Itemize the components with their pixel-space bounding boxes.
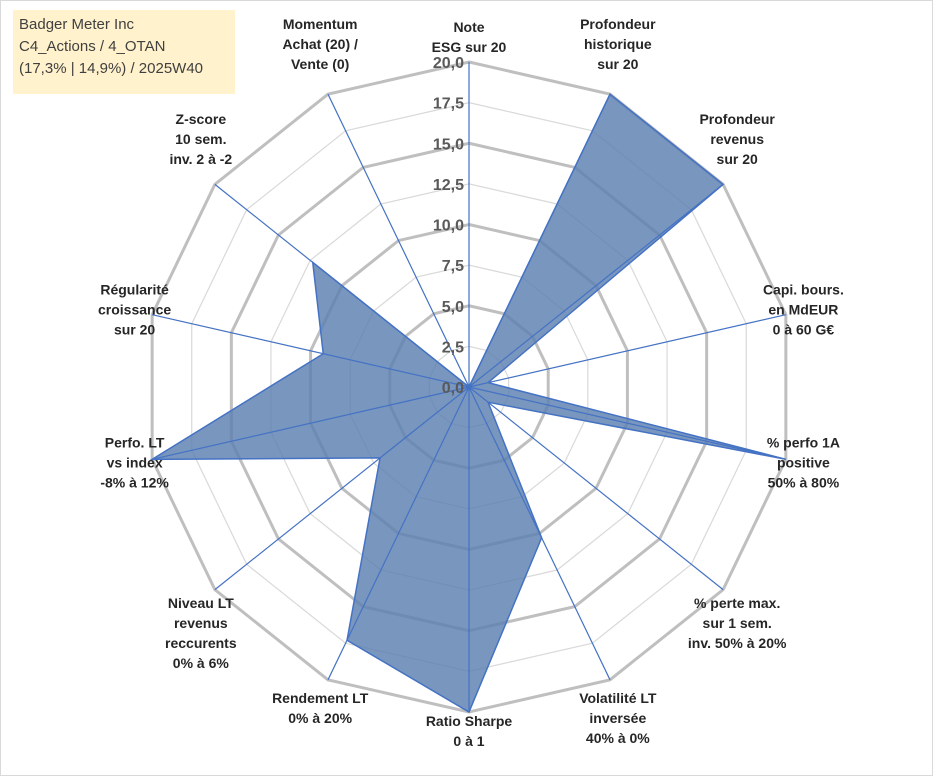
axis-spoke-13 <box>327 93 470 388</box>
axis-label-3-line-2: 0 à 60 G€ <box>773 322 835 338</box>
axis-label-5: % perte max. sur 1 sem. inv. 50% à 20% <box>688 595 787 651</box>
portfolio-category: C4_Actions / 4_OTAN <box>19 38 166 55</box>
axis-spoke-11 <box>152 314 470 388</box>
tick-label-0: 0,0 <box>442 380 464 397</box>
axis-label-10-line-1: vs index <box>107 454 163 470</box>
axis-label-6-line-1: inversée <box>589 710 646 726</box>
axis-label-5-line-2: inv. 50% à 20% <box>688 635 787 651</box>
tick-label-2: 5,0 <box>442 299 464 316</box>
axis-label-1-line-0: Profondeur <box>580 16 656 32</box>
tick-label-5: 12,5 <box>433 177 464 194</box>
axis-label-9-line-2: reccurents <box>165 635 237 651</box>
axis-spoke-1 <box>468 93 611 388</box>
axis-label-12-line-2: inv. 2 à -2 <box>169 151 232 167</box>
axis-label-11-line-1: croissance <box>98 302 171 318</box>
axis-label-10-line-2: -8% à 12% <box>100 474 169 490</box>
axis-label-8-line-0: Rendement LT <box>272 690 369 706</box>
company-name: Badger Meter Inc <box>19 16 135 33</box>
tick-label-7: 17,5 <box>433 96 464 113</box>
axis-spoke-5 <box>468 386 724 591</box>
axis-spoke-4 <box>468 386 786 460</box>
axis-spoke-6 <box>468 386 611 681</box>
axis-label-13-line-1: Achat (20) / <box>282 36 358 52</box>
axis-label-13-line-2: Vente (0) <box>291 56 349 72</box>
axis-label-13: Momentum Achat (20) / Vente (0) <box>282 16 358 72</box>
axis-label-6: Volatilité LT inversée 40% à 0% <box>579 690 657 746</box>
axis-spoke-12 <box>214 183 470 388</box>
axis-spoke-10 <box>152 386 470 460</box>
axis-label-7-line-1: 0 à 1 <box>453 733 484 749</box>
axis-label-5-line-1: sur 1 sem. <box>703 615 772 631</box>
performance-week: (17,3% | 14,9%) / 2025W40 <box>19 60 203 77</box>
axis-label-3-line-1: en MdEUR <box>768 302 838 318</box>
axis-label-1-line-1: historique <box>584 36 652 52</box>
axis-label-11: Régularité croissance sur 20 <box>98 282 171 338</box>
axis-label-13-line-0: Momentum <box>283 16 358 32</box>
tick-label-3: 7,5 <box>442 258 464 275</box>
axis-spoke-3 <box>468 314 786 388</box>
radar-axes <box>152 62 786 712</box>
axis-spoke-2 <box>468 183 724 388</box>
axis-spoke-8 <box>327 386 470 681</box>
axis-label-2-line-1: revenus <box>710 131 764 147</box>
radar-tick-labels: 0,0 2,5 5,0 7,5 10,0 12,5 15,0 17,5 20,0 <box>433 55 464 397</box>
axis-label-11-line-2: sur 20 <box>114 322 155 338</box>
axis-label-3-line-0: Capi. bours. <box>763 282 844 298</box>
axis-label-2: Profondeur revenus sur 20 <box>699 111 775 167</box>
radar-category-labels: Note ESG sur 20 Profondeur historique sur 20… <box>98 16 844 749</box>
tick-label-8: 20,0 <box>433 55 464 72</box>
axis-label-7: Ratio Sharpe 0 à 1 <box>426 713 513 749</box>
axis-label-8-line-1: 0% à 20% <box>288 710 352 726</box>
axis-label-9-line-3: 0% à 6% <box>173 655 230 671</box>
axis-label-10-line-0: Perfo. LT <box>105 434 165 450</box>
axis-label-0: Note ESG sur 20 <box>432 19 507 55</box>
axis-label-5-line-0: % perte max. <box>694 595 780 611</box>
axis-label-1: Profondeur historique sur 20 <box>580 16 656 72</box>
axis-label-6-line-2: 40% à 0% <box>586 730 650 746</box>
axis-label-9: Niveau LT revenus reccurents 0% à 6% <box>165 595 237 671</box>
axis-label-4-line-0: % perfo 1A <box>767 434 840 450</box>
info-box: Badger Meter Inc C4_Actions / 4_OTAN (17… <box>13 10 235 94</box>
axis-label-4: % perfo 1A positive 50% à 80% <box>767 434 840 490</box>
axis-label-10: Perfo. LT vs index -8% à 12% <box>100 434 169 490</box>
axis-label-3: Capi. bours. en MdEUR 0 à 60 G€ <box>763 282 844 338</box>
axis-label-8: Rendement LT 0% à 20% <box>272 690 369 726</box>
axis-spoke-9 <box>214 386 470 591</box>
axis-label-0-line-1: ESG sur 20 <box>432 39 507 55</box>
axis-label-2-line-2: sur 20 <box>717 151 758 167</box>
tick-label-4: 10,0 <box>433 218 464 235</box>
axis-label-7-line-0: Ratio Sharpe <box>426 713 513 729</box>
axis-label-4-line-2: 50% à 80% <box>768 474 840 490</box>
axis-label-4-line-1: positive <box>777 454 830 470</box>
axis-label-6-line-0: Volatilité LT <box>579 690 657 706</box>
axis-label-11-line-0: Régularité <box>100 282 169 298</box>
axis-label-1-line-2: sur 20 <box>597 56 638 72</box>
tick-label-6: 15,0 <box>433 136 464 153</box>
axis-label-12-line-1: 10 sem. <box>175 131 226 147</box>
axis-label-2-line-0: Profondeur <box>699 111 775 127</box>
tick-label-1: 2,5 <box>442 339 464 356</box>
axis-label-0-line-0: Note <box>453 19 484 35</box>
axis-label-12: Z-score 10 sem. inv. 2 à -2 <box>169 111 232 167</box>
axis-label-9-line-1: revenus <box>174 615 228 631</box>
axis-label-9-line-0: Niveau LT <box>168 595 234 611</box>
axis-label-12-line-0: Z-score <box>176 111 227 127</box>
